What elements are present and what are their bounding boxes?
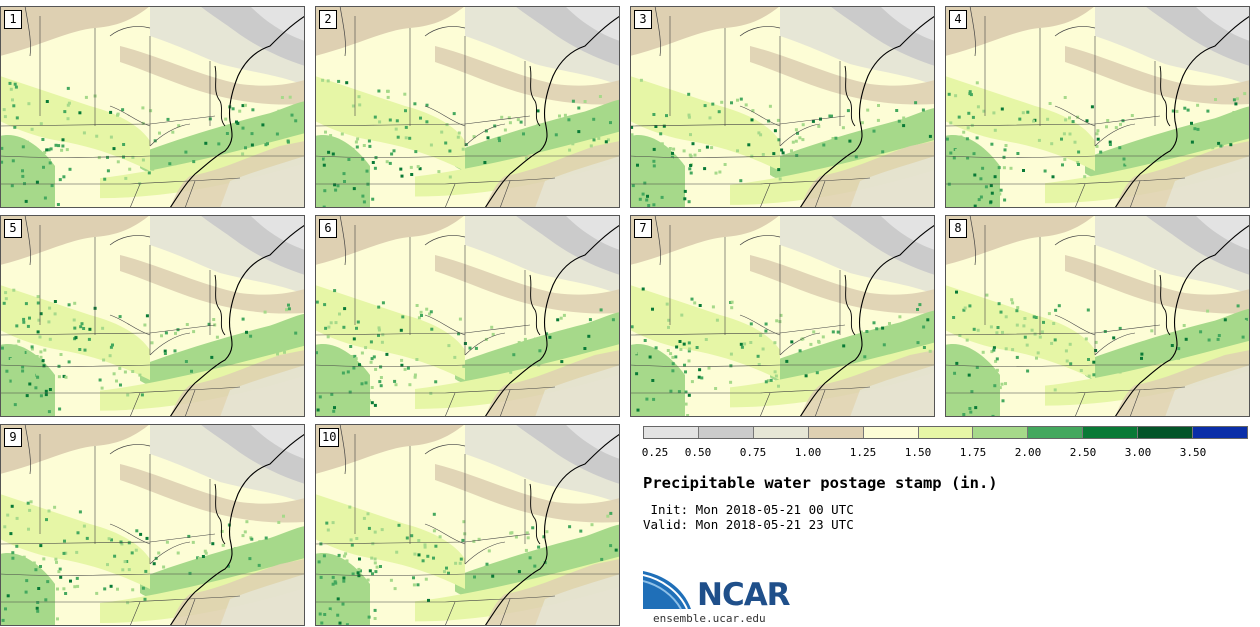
colorbar-tick-label: 3.50 <box>1179 446 1207 459</box>
chart-title: Precipitable water postage stamp (in.) <box>643 474 998 492</box>
colorbar-swatch <box>973 427 1029 438</box>
stamp-panel: 5 <box>0 215 305 417</box>
stamp-panel: 6 <box>315 215 620 417</box>
colorbar-swatch <box>918 427 974 438</box>
colorbar <box>643 426 1248 439</box>
colorbar-tick-label: 1.75 <box>959 446 987 459</box>
colorbar-swatch <box>1138 427 1194 438</box>
stamp-panel: 1 <box>0 6 305 208</box>
map-image <box>315 424 620 626</box>
colorbar-swatch <box>1083 427 1139 438</box>
stamp-label: 6 <box>319 219 337 238</box>
valid-time: Valid: Mon 2018-05-21 23 UTC <box>643 517 854 532</box>
colorbar-swatch <box>753 427 809 438</box>
colorbar-swatch <box>863 427 919 438</box>
colorbar-swatch <box>1193 427 1247 438</box>
map-image <box>945 6 1250 208</box>
stamp-label: 2 <box>319 10 337 29</box>
stamp-panel: 3 <box>630 6 935 208</box>
map-image <box>630 6 935 208</box>
colorbar-tick-label: 1.25 <box>849 446 877 459</box>
stamp-panel: 2 <box>315 6 620 208</box>
stamp-label: 10 <box>319 428 340 447</box>
stamp-label: 5 <box>4 219 22 238</box>
map-image <box>945 215 1250 417</box>
colorbar-swatch <box>808 427 864 438</box>
stamp-label: 3 <box>634 10 652 29</box>
stamp-panel: 7 <box>630 215 935 417</box>
init-time: Init: Mon 2018-05-21 00 UTC <box>643 502 854 517</box>
colorbar-tick-label: 0.75 <box>739 446 767 459</box>
map-image <box>630 215 935 417</box>
colorbar-tick-label: 3.00 <box>1124 446 1152 459</box>
map-image <box>0 6 305 208</box>
stamp-panel: 4 <box>945 6 1250 208</box>
colorbar-tick-label: 1.50 <box>904 446 932 459</box>
colorbar-tick-label: 0.50 <box>684 446 712 459</box>
map-image <box>0 424 305 626</box>
map-image <box>0 215 305 417</box>
stamp-label: 4 <box>949 10 967 29</box>
logo-url: ensemble.ucar.edu <box>653 612 766 625</box>
stamp-panel: 9 <box>0 424 305 626</box>
colorbar-tick-label: 2.50 <box>1069 446 1097 459</box>
colorbar-swatch <box>698 427 754 438</box>
colorbar-tick-label: 2.00 <box>1014 446 1042 459</box>
map-image <box>315 6 620 208</box>
stamp-label: 9 <box>4 428 22 447</box>
stamp-label: 7 <box>634 219 652 238</box>
stamp-panel: 8 <box>945 215 1250 417</box>
ncar-logo-icon <box>643 571 691 610</box>
colorbar-swatch <box>644 427 699 438</box>
colorbar-swatch <box>1028 427 1084 438</box>
stamp-label: 8 <box>949 219 967 238</box>
stamp-label: 1 <box>4 10 22 29</box>
ncar-logo-text: NCAR <box>697 577 791 613</box>
colorbar-tick-label: 1.00 <box>794 446 822 459</box>
stamp-panel: 10 <box>315 424 620 626</box>
colorbar-tick-label: 0.25 <box>641 446 669 459</box>
map-image <box>315 215 620 417</box>
